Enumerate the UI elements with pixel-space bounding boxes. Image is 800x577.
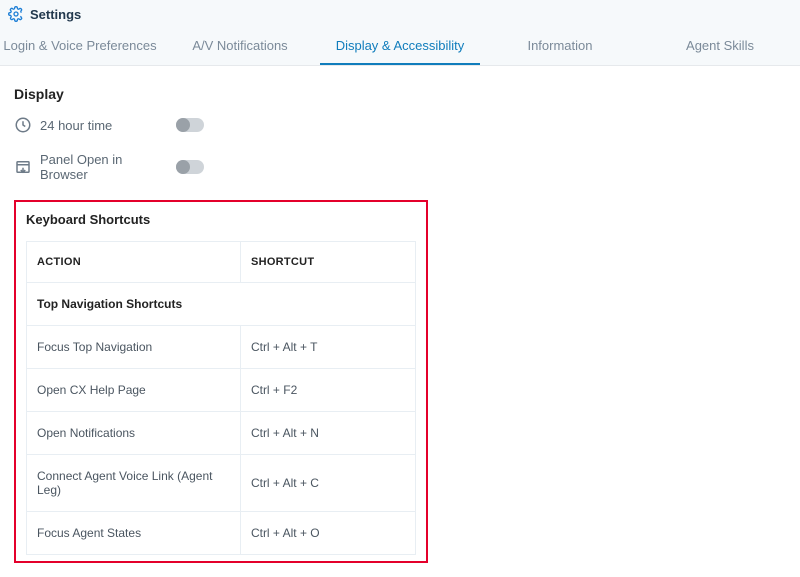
cell-action: Focus Top Navigation [27,326,241,369]
cell-shortcut: Ctrl + F2 [240,369,415,412]
toggle-panel-open-browser[interactable] [176,160,204,174]
settings-header: Settings [0,0,800,28]
tab-display-accessibility[interactable]: Display & Accessibility [320,28,480,65]
tabs-bar: Login & Voice Preferences A/V Notificati… [0,28,800,66]
keyboard-shortcuts-highlight: Keyboard Shortcuts ACTION SHORTCUT Top N… [14,200,428,563]
group-label: Top Navigation Shortcuts [27,283,416,326]
setting-panel-open-browser: Panel Open in Browser [14,152,786,182]
content-area: Display 24 hour time Panel Open in Brows… [0,66,800,577]
col-shortcut: SHORTCUT [240,242,415,283]
table-header-row: ACTION SHORTCUT [27,242,416,283]
page-title: Settings [30,7,81,22]
table-row: Focus Agent States Ctrl + Alt + O [27,512,416,555]
tab-login-voice[interactable]: Login & Voice Preferences [0,28,160,65]
toggle-knob [176,160,190,174]
keyboard-shortcuts-table: ACTION SHORTCUT Top Navigation Shortcuts… [26,241,416,555]
cell-shortcut: Ctrl + Alt + O [240,512,415,555]
setting-24-hour-time: 24 hour time [14,116,786,134]
display-section-title: Display [14,86,786,102]
cell-shortcut: Ctrl + Alt + C [240,455,415,512]
col-action: ACTION [27,242,241,283]
table-group-row: Top Navigation Shortcuts [27,283,416,326]
tab-av-notifications[interactable]: A/V Notifications [160,28,320,65]
cell-action: Focus Agent States [27,512,241,555]
cell-shortcut: Ctrl + Alt + N [240,412,415,455]
panel-icon [14,158,32,176]
table-row: Open CX Help Page Ctrl + F2 [27,369,416,412]
setting-label: 24 hour time [40,118,170,133]
table-row: Focus Top Navigation Ctrl + Alt + T [27,326,416,369]
tab-agent-skills[interactable]: Agent Skills [640,28,800,65]
cell-shortcut: Ctrl + Alt + T [240,326,415,369]
cell-action: Connect Agent Voice Link (Agent Leg) [27,455,241,512]
toggle-24-hour-time[interactable] [176,118,204,132]
gear-icon [8,6,24,22]
table-row: Open Notifications Ctrl + Alt + N [27,412,416,455]
cell-action: Open Notifications [27,412,241,455]
table-row: Connect Agent Voice Link (Agent Leg) Ctr… [27,455,416,512]
setting-label: Panel Open in Browser [40,152,170,182]
cell-action: Open CX Help Page [27,369,241,412]
tab-information[interactable]: Information [480,28,640,65]
clock-icon [14,116,32,134]
keyboard-shortcuts-title: Keyboard Shortcuts [26,212,416,227]
toggle-knob [176,118,190,132]
